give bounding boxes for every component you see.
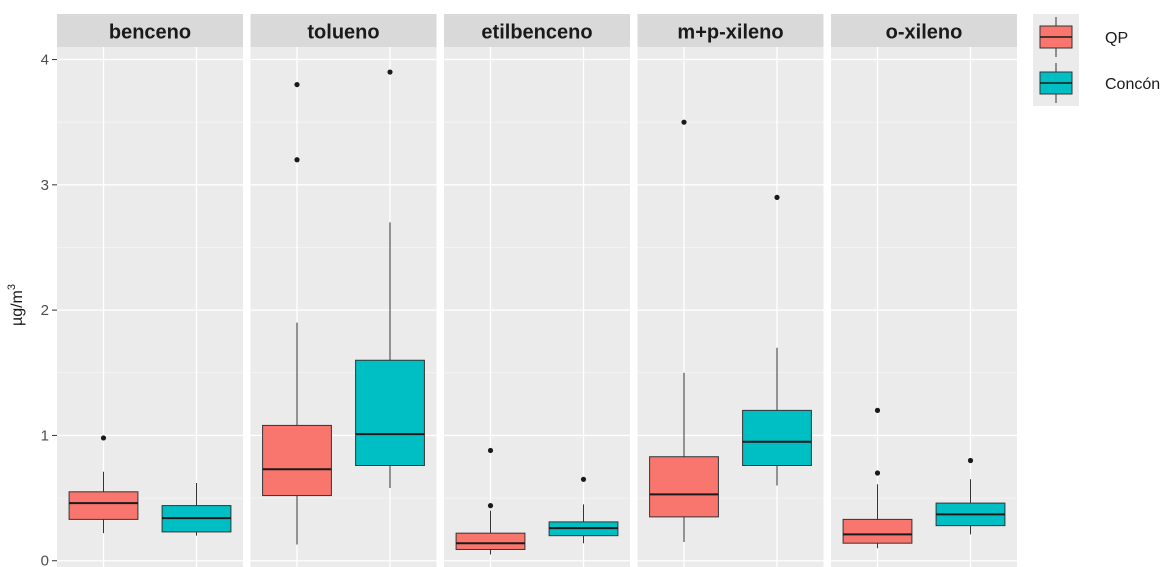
facet-panel: m+p-xileno [637, 14, 824, 567]
outlier-point [100, 435, 107, 441]
panel-background [444, 47, 630, 567]
facet-strip-title: benceno [109, 22, 191, 44]
facet-strip-title: etilbenceno [481, 22, 592, 44]
iqr-box [742, 409, 812, 467]
outlier-point [487, 447, 494, 454]
y-axis: 0 1 2 3 4 [41, 52, 57, 567]
iqr-box [649, 456, 719, 518]
iqr-box [355, 359, 425, 467]
box-concon [742, 194, 812, 486]
outlier-point [580, 476, 587, 482]
outlier-point [874, 407, 881, 413]
strip-background [831, 14, 1017, 47]
box-qp [649, 119, 719, 542]
outlier-point [874, 470, 881, 476]
y-tick-label: 0 [41, 553, 49, 567]
strip-background [57, 14, 243, 47]
box-qp [842, 407, 913, 549]
legend-label: Concón [1105, 76, 1160, 93]
iqr-box [842, 518, 913, 544]
y-axis-title-superscript: 3 [6, 284, 18, 290]
facet-panel: benceno [57, 14, 243, 567]
outlier-point [487, 503, 494, 509]
legend-item: QP [1033, 14, 1128, 60]
panel-background [831, 47, 1017, 567]
facet-panels: benceno tolueno etilbenceno m+p-xileno o-xil… [57, 14, 1017, 567]
panel-background [57, 47, 243, 567]
box-qp [262, 81, 332, 545]
y-tick-label: 1 [41, 427, 49, 444]
box-concon [161, 483, 232, 536]
strip-background [444, 14, 630, 47]
box-qp [455, 447, 526, 555]
box-qp [68, 435, 139, 534]
iqr-box [455, 532, 526, 550]
legend: QP Concón [1033, 14, 1160, 106]
box-concon [935, 457, 1006, 535]
outlier-point [774, 194, 780, 200]
legend-item: Concón [1033, 60, 1160, 106]
facet-strip-title: m+p-xileno [677, 22, 783, 44]
y-tick-label: 2 [41, 302, 49, 319]
iqr-box [68, 491, 139, 520]
y-axis-title-text: µg/m [9, 290, 26, 326]
outlier-point [387, 69, 393, 75]
outlier-point [294, 157, 300, 163]
strip-background [637, 14, 824, 47]
facet-panel: etilbenceno [444, 14, 630, 567]
y-tick-label: 3 [41, 177, 49, 194]
outlier-point [967, 457, 974, 464]
outlier-point [681, 119, 687, 125]
facet-panel: tolueno [250, 14, 437, 567]
strip-background [250, 14, 437, 47]
y-tick-label: 4 [41, 52, 49, 69]
box-concon [355, 69, 425, 489]
facet-strip-title: o-xileno [886, 22, 963, 44]
facet-panel: o-xileno [831, 14, 1017, 567]
legend-label: QP [1105, 30, 1128, 47]
facet-strip-title: tolueno [307, 22, 379, 44]
iqr-box [262, 424, 332, 497]
y-axis-title: µg/m3 [6, 284, 26, 326]
outlier-point [294, 81, 300, 88]
box-concon [548, 476, 619, 544]
